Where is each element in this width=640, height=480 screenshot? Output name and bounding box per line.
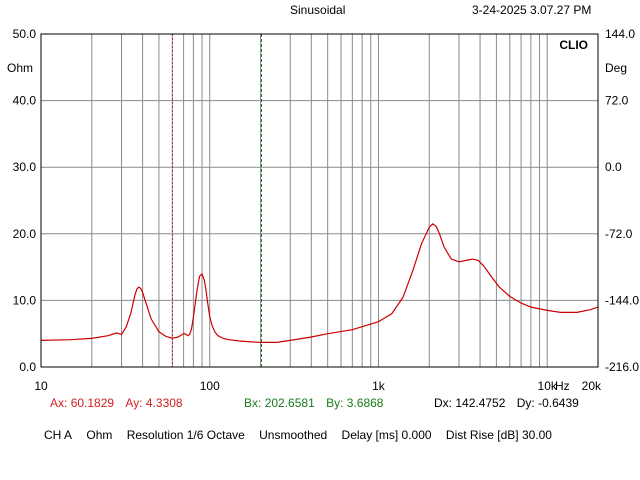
cursor-b-x-label: Bx:: [244, 396, 262, 410]
delta-x-value: 142.4752: [455, 396, 506, 410]
x-axis: 10 100 1k 10k 20k: [34, 379, 602, 392]
y2-tick-label: -216.0: [605, 360, 639, 374]
y-axis-left: 0.0 10.0 20.0 30.0 40.0 50.0: [13, 27, 37, 374]
cursor-a-x-label: Ax:: [50, 396, 68, 410]
y2-tick-label: 0.0: [605, 160, 622, 174]
cursor-b-y-value: 3.6868: [346, 396, 384, 410]
y-tick-label: 20.0: [13, 227, 37, 241]
cursor-a-y-value: 4.3308: [145, 396, 183, 410]
y2-tick-label: 72.0: [605, 94, 629, 108]
x-tick-label: 20k: [582, 379, 602, 392]
y2-tick-label: -144.0: [605, 293, 639, 307]
signal-type-label: Sinusoidal: [290, 3, 346, 17]
y-tick-label: 40.0: [13, 94, 37, 108]
brand-label: CLIO: [559, 38, 588, 52]
smoothing-label[interactable]: Unsmoothed: [259, 428, 328, 442]
x-unit-label: Hz: [555, 379, 570, 392]
y-tick-label: 0.0: [19, 360, 36, 374]
x-tick-label: 10: [34, 379, 48, 392]
y-axis-right: -216.0 -144.0 -72.0 0.0 72.0 144.0: [605, 27, 639, 374]
y-unit-label: Ohm: [7, 61, 33, 75]
y2-tick-label: -72.0: [605, 227, 633, 241]
cursor-b-readout: Bx: 202.6581 By: 3.6868: [244, 396, 383, 410]
channel-label[interactable]: CH A: [44, 428, 73, 442]
status-bar: CH A Ohm Resolution 1/6 Octave Unsmoothe…: [44, 428, 563, 442]
y-tick-label: 10.0: [13, 293, 37, 307]
timestamp-label: 3-24-2025 3.07.27 PM: [472, 3, 592, 17]
impedance-curve: [40, 223, 599, 343]
delay-label[interactable]: Delay [ms] 0.000: [341, 428, 432, 442]
cursor-a-x-value: 60.1829: [70, 396, 115, 410]
cursor-b-y-label: By:: [326, 396, 344, 410]
y-tick-label: 30.0: [13, 160, 37, 174]
y-tick-label: 50.0: [13, 27, 37, 41]
unit-label[interactable]: Ohm: [86, 428, 113, 442]
delta-x-label: Dx:: [434, 396, 452, 410]
x-tick-label: 100: [200, 379, 220, 392]
y2-unit-label: Deg: [605, 61, 627, 75]
series-layer: [40, 223, 599, 343]
delta-y-value: -0.6439: [538, 396, 579, 410]
cursor-a-readout: Ax: 60.1829 Ay: 4.3308: [50, 396, 183, 410]
y2-tick-label: 144.0: [605, 27, 635, 41]
x-tick-label: 10k: [538, 379, 558, 392]
x-tick-label: 1k: [372, 379, 386, 392]
cursor-b-x-value: 202.6581: [264, 396, 315, 410]
cursors: [172, 34, 262, 367]
cursor-a-y-label: Ay:: [125, 396, 143, 410]
cursor-delta-readout: Dx: 142.4752 Dy: -0.6439: [434, 396, 579, 410]
dist-rise-label[interactable]: Dist Rise [dB] 30.00: [445, 428, 552, 442]
plot-background: [41, 34, 598, 367]
plot-frame: [40, 33, 599, 368]
delta-y-label: Dy:: [516, 396, 535, 410]
resolution-label[interactable]: Resolution 1/6 Octave: [126, 428, 245, 442]
impedance-chart[interactable]: CLIO 0.0 10.0 20.0 30.0 40.0 50.0 -216.0 -144.…: [0, 0, 640, 392]
